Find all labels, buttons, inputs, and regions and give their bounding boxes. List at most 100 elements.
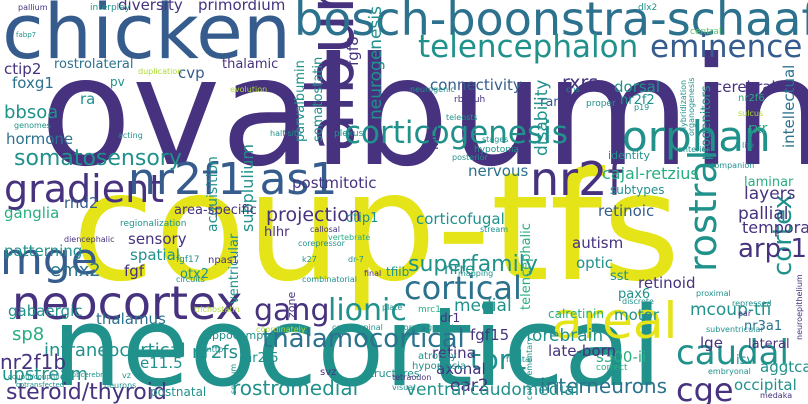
word-tfiib: tfiib xyxy=(386,265,410,279)
word-mapping: mapping xyxy=(458,269,494,278)
word-nr2f1-as1: nr2f1 as1 xyxy=(128,154,338,205)
word-acting: acting xyxy=(118,131,143,140)
word-retina: retina xyxy=(432,344,476,362)
word-hormone: hormone xyxy=(6,130,74,148)
word-medaka: medaka xyxy=(760,391,793,400)
word-morphogenesis: morphogenesis xyxy=(396,323,458,332)
word-retinoic: retinoic xyxy=(598,202,655,220)
word-sst: sst xyxy=(610,269,629,284)
word-e11-5: e11.5 xyxy=(140,354,183,372)
word-coupfii-coupftii: coupfii/coupftii xyxy=(8,373,60,381)
word-eminence: eminence xyxy=(650,29,803,65)
word-atrophy: atrophy xyxy=(418,351,457,362)
word-motor: motor xyxy=(614,306,660,324)
word-frontal: frontal xyxy=(506,355,533,364)
word-half-site: half-site xyxy=(270,129,302,138)
word-nr2f5: nr2f5 xyxy=(244,351,279,366)
word-cortical: cortical xyxy=(404,269,522,307)
word-nr2f6: nr2f6 xyxy=(738,93,765,104)
word-vertebrate: vertebrate xyxy=(328,233,371,242)
word-occipital: occipital xyxy=(734,376,797,394)
word-areal: areal xyxy=(552,292,678,350)
word-emx2: emx2 xyxy=(50,260,101,281)
word-subventricular: subventricular xyxy=(706,325,764,334)
word-ctip1: ctip1 xyxy=(346,211,379,226)
word-laminar: laminar xyxy=(744,175,794,190)
word-ovalbumin: ovalbumin xyxy=(40,26,808,200)
word-lge: lge xyxy=(700,334,723,352)
word-evolution: evolution xyxy=(230,85,268,94)
word-plate: plate xyxy=(382,303,403,312)
word-superfamily: superfamily xyxy=(408,252,538,277)
word-orphan: orphan xyxy=(622,112,771,161)
word-stages: stages xyxy=(482,135,509,144)
word-neurogenesis: neurogenesis xyxy=(366,6,386,120)
word-nr2fs: nr2fs xyxy=(192,342,238,363)
word-optic: optic xyxy=(576,254,613,272)
word-neocortical: neocortical xyxy=(52,283,662,404)
word-rxrs: rxrs xyxy=(562,72,599,94)
word-correct: correct xyxy=(596,363,628,373)
word-bosch-boonstra-schaaf: bosch-boonstra-schaaf xyxy=(294,0,808,46)
word-upstream: upstream xyxy=(2,364,88,385)
word-caudal: caudal xyxy=(676,333,789,373)
word-neuroepithelium: neuroepithelium xyxy=(795,274,804,340)
word-hlhr: hlhr xyxy=(264,225,290,240)
word-cajal-retzius: cajal-retzius xyxy=(602,164,699,183)
word-pallial: pallial xyxy=(738,204,789,224)
word-incs: incs xyxy=(427,124,442,150)
word-dorsal: dorsal xyxy=(614,78,661,96)
word-neurons: neurons xyxy=(104,381,137,390)
word-lateral: lateral xyxy=(748,337,790,352)
word-thalamocortical: thalamocortical xyxy=(262,324,465,354)
word-hybridization: hybridization xyxy=(679,79,688,132)
word-nr2f1b: nr2f1b xyxy=(0,350,67,374)
word-corticofugal: corticofugal xyxy=(416,210,505,228)
word-rxr: rxr xyxy=(748,121,768,137)
word-disability: disability xyxy=(532,79,552,156)
word-calretinin: calretinin xyxy=(548,307,604,321)
word-corticogenesis: corticogenesis xyxy=(344,115,568,151)
word-duplication: duplication xyxy=(138,67,183,76)
word-pallium: pallium xyxy=(18,3,48,12)
word-pv: pv xyxy=(110,75,125,89)
word-gradient: gradient xyxy=(4,167,165,211)
word-final: final xyxy=(364,269,382,278)
word-temporal: temporal xyxy=(742,218,808,237)
word-callosal: callosal xyxy=(310,225,340,234)
word-primordium: primordium xyxy=(198,0,286,14)
word-thalamus: thalamus xyxy=(96,310,166,328)
word-intraneocortical: intraneocortical xyxy=(44,340,186,361)
word-pax6: pax6 xyxy=(618,287,651,302)
word-circuits: circuits xyxy=(176,275,205,284)
word-tbr1: tbr1 xyxy=(470,343,529,376)
word-nr2f2: nr2f2 xyxy=(620,93,655,108)
word-ear2: ear2 xyxy=(450,376,489,396)
word-fgf: fgf xyxy=(124,262,145,280)
word-mge: mge xyxy=(0,234,98,285)
word-ventricular: ventricular xyxy=(227,233,242,304)
word-projection: projection xyxy=(266,204,361,226)
word-central: central xyxy=(690,27,722,37)
word-dr-7: dr-7 xyxy=(348,255,364,264)
word-nervous: nervous xyxy=(468,162,529,180)
word-isv: isv xyxy=(736,353,755,368)
word-s300-ii: s300-ii xyxy=(596,348,647,366)
word-telencephalic: telencephalic xyxy=(519,223,534,310)
word-rar: rar xyxy=(540,95,559,110)
word-telencephalon: telencephalon xyxy=(418,29,639,65)
word-arp-1: arp-1 xyxy=(738,234,808,264)
word-aggtca: aggtca xyxy=(760,358,808,376)
word-steroid-thyroid: steroid/thyroid xyxy=(6,380,167,404)
word-fgf17: fgf17 xyxy=(176,255,200,265)
word-zone: zone xyxy=(285,291,298,318)
word-mcoup-tfi: mcoup-tfi xyxy=(690,300,772,320)
word-late-born: late-born xyxy=(548,342,616,360)
word-posterior: posterior xyxy=(452,153,488,162)
word-discrete: discrete xyxy=(622,297,654,306)
word-coup-tfs: coup-tfs xyxy=(72,141,681,315)
word-cvp: cvp xyxy=(178,64,205,82)
word-companion: companion xyxy=(710,161,755,170)
word-fabp7: fabp7 xyxy=(16,31,37,39)
